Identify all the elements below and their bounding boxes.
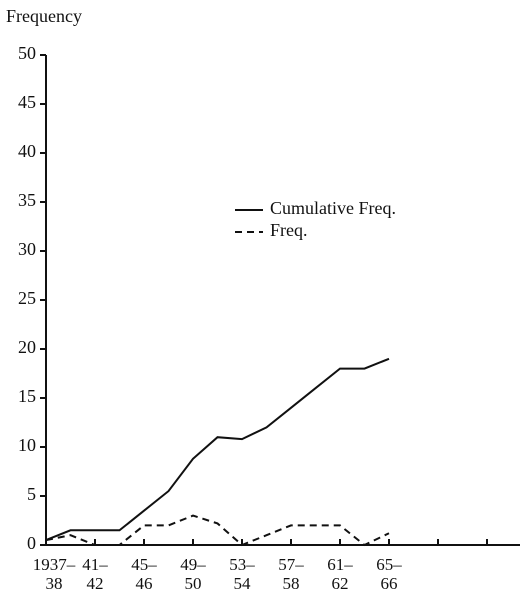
- y-tick-label: 5: [27, 484, 36, 504]
- series-line: [45, 357, 390, 542]
- x-tick-label: 41– 42: [82, 555, 108, 593]
- y-tick-label: 45: [18, 92, 36, 112]
- x-tick-label: 1937– 38: [32, 555, 76, 593]
- x-tick-label: 57– 58: [278, 555, 304, 593]
- y-tick-label: 50: [18, 43, 36, 63]
- y-tick-label: 0: [27, 533, 36, 553]
- y-tick-label: 40: [18, 141, 36, 161]
- y-tick-label: 15: [18, 386, 36, 406]
- legend-label: Freq.: [270, 220, 308, 240]
- y-tick-label: 30: [18, 239, 36, 259]
- y-tick-label: 35: [18, 190, 36, 210]
- series-line: [45, 514, 390, 547]
- x-tick-label: 45– 46: [131, 555, 157, 593]
- y-axis-label: Frequency: [6, 6, 82, 26]
- x-tick-label: 49– 50: [180, 555, 206, 593]
- y-tick-label: 20: [18, 337, 36, 357]
- y-tick-label: 10: [18, 435, 36, 455]
- x-tick-label: 65– 66: [376, 555, 402, 593]
- x-tick-label: 53– 54: [229, 555, 255, 593]
- x-tick-label: 61– 62: [327, 555, 353, 593]
- legend-label: Cumulative Freq.: [270, 198, 396, 218]
- y-tick-label: 25: [18, 288, 36, 308]
